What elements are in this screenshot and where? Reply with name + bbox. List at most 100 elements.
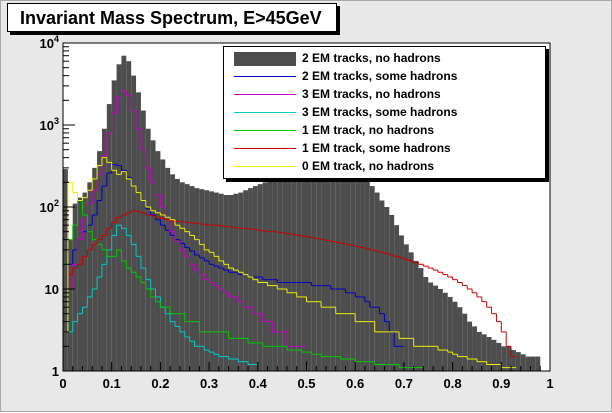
- bar: [374, 192, 380, 371]
- bar: [403, 244, 409, 371]
- bar: [72, 203, 78, 371]
- bar: [92, 167, 98, 371]
- bar: [486, 336, 492, 371]
- legend-label: 0 EM track, no hadrons: [302, 159, 435, 173]
- bar: [511, 350, 516, 371]
- legend-label: 1 EM track, no hadrons: [302, 123, 435, 137]
- bar: [136, 92, 141, 371]
- bar: [140, 110, 146, 371]
- legend-swatch: [234, 148, 296, 149]
- bar: [213, 192, 219, 371]
- bar: [442, 292, 448, 371]
- y-tick-label: 103: [40, 116, 59, 133]
- bar: [248, 188, 253, 371]
- bar: [476, 331, 482, 371]
- x-tick-label: 0.4: [249, 376, 268, 391]
- bar: [267, 180, 273, 371]
- bar: [515, 352, 521, 371]
- bar: [126, 61, 132, 372]
- bar: [199, 189, 205, 371]
- bar: [340, 159, 346, 371]
- bar: [252, 186, 258, 371]
- bar: [243, 190, 249, 371]
- legend-label: 2 EM tracks, some hadrons: [302, 69, 458, 83]
- chart-title-box: Invariant Mass Spectrum, E>45GeV: [7, 3, 337, 32]
- bar: [179, 182, 185, 371]
- bar: [121, 55, 127, 371]
- bar: [335, 155, 341, 371]
- bar: [311, 146, 317, 371]
- bar: [204, 190, 210, 371]
- bar: [413, 260, 419, 371]
- bar: [525, 356, 531, 371]
- series-layer: [63, 55, 541, 372]
- legend-swatch: [234, 94, 296, 95]
- bar: [63, 169, 68, 371]
- bar: [491, 339, 497, 371]
- x-tick-label: 0.7: [395, 376, 413, 391]
- bar: [364, 180, 370, 371]
- x-tick-label: 0.2: [151, 376, 169, 391]
- bar: [301, 151, 307, 371]
- bar: [472, 326, 477, 371]
- bar: [316, 145, 322, 371]
- bar: [462, 313, 468, 371]
- bar: [506, 346, 512, 371]
- bar: [325, 148, 331, 371]
- bar: [82, 192, 88, 371]
- legend-swatch: [234, 52, 296, 66]
- bar: [257, 184, 263, 371]
- bar: [520, 354, 526, 371]
- series-1: [63, 55, 541, 372]
- bar: [447, 296, 453, 371]
- bar: [350, 167, 356, 371]
- bar: [501, 346, 507, 371]
- legend-item: 1 EM track, some hadrons: [224, 140, 545, 158]
- bar: [306, 148, 312, 371]
- bar: [296, 155, 302, 371]
- bar: [428, 282, 434, 371]
- bar: [223, 195, 229, 371]
- series-7: [63, 157, 516, 369]
- legend-item: 3 EM tracks, some hadrons: [224, 104, 545, 122]
- bar: [452, 301, 458, 371]
- legend-swatch: [234, 130, 296, 131]
- chart-title: Invariant Mass Spectrum, E>45GeV: [20, 8, 322, 28]
- bar: [228, 195, 234, 371]
- legend-label: 2 EM tracks, no hadrons: [302, 51, 441, 65]
- legend-label: 1 EM track, some hadrons: [302, 141, 451, 155]
- bar: [321, 146, 326, 371]
- legend-swatch: [234, 112, 296, 113]
- x-tick-label: 0.8: [444, 376, 462, 391]
- bar: [287, 165, 292, 371]
- bar: [369, 186, 375, 371]
- bar: [282, 170, 288, 371]
- bar: [218, 193, 224, 371]
- bar: [189, 186, 195, 371]
- bar: [437, 289, 443, 371]
- legend-item: 2 EM tracks, no hadrons: [224, 50, 545, 68]
- x-tick-label: 1: [546, 376, 553, 391]
- series-6: [63, 210, 516, 358]
- axes-layer: 0 0.1 0.2 0.3 0.4 0.5 0.6 0.7 0.8 0.9 1 1 10 102 103 10…: [40, 34, 554, 391]
- bar: [131, 75, 137, 372]
- bar: [423, 277, 429, 371]
- legend-label: 3 EM tracks, no hadrons: [302, 87, 441, 101]
- bar: [165, 167, 171, 371]
- x-tick-label: 0.3: [200, 376, 218, 391]
- bar: [379, 200, 385, 371]
- bar: [238, 192, 244, 371]
- series-5: [63, 200, 424, 369]
- x-tick-label: 0: [59, 376, 66, 391]
- bar: [457, 307, 463, 371]
- legend-item: 3 EM tracks, no hadrons: [224, 86, 545, 104]
- x-tick-label: 0.9: [492, 376, 510, 391]
- bar: [277, 174, 283, 371]
- bar: [330, 151, 336, 371]
- y-tick-label: 10: [45, 282, 59, 297]
- legend-item: 1 EM track, no hadrons: [224, 122, 545, 140]
- bar: [345, 163, 351, 371]
- bar: [194, 188, 200, 371]
- bar: [262, 182, 268, 371]
